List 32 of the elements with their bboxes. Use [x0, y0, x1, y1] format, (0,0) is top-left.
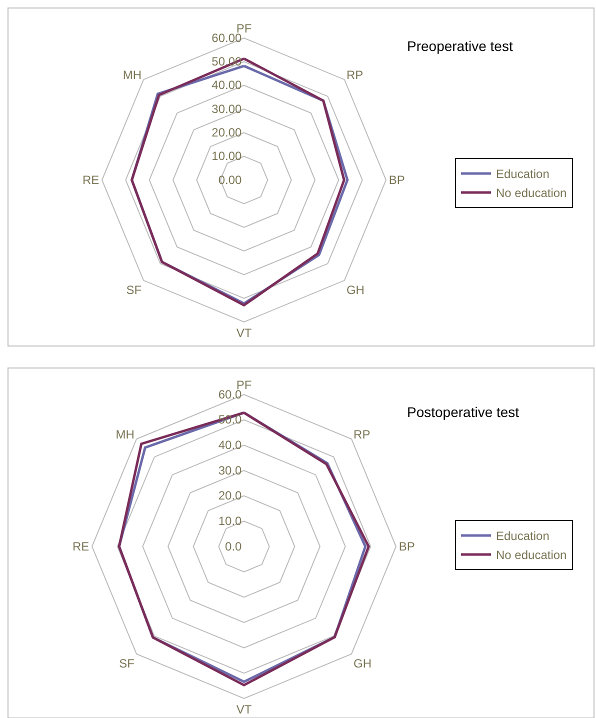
y-tick-label: 10.00 — [212, 149, 242, 164]
legend-label: No education — [496, 186, 567, 200]
spoke-label: RE — [72, 540, 90, 554]
y-tick-label: 40.00 — [212, 78, 242, 92]
spoke-label: SF — [119, 656, 134, 670]
y-tick-label: 10.0 — [218, 514, 242, 528]
spoke-label: VT — [236, 702, 252, 716]
y-tick-label: 30.00 — [212, 102, 242, 116]
spoke-label: GH — [354, 656, 372, 670]
y-tick-label: 20.00 — [212, 126, 242, 140]
y-tick-label: 20.0 — [218, 488, 242, 503]
text: Postoperative test — [407, 404, 520, 420]
spoke-label: MH — [122, 68, 142, 82]
spoke-label: GH — [346, 282, 364, 297]
text: Preoperative test — [407, 38, 513, 54]
y-tick-label: 60.0 — [218, 387, 242, 402]
y-tick-label: 0.00 — [218, 172, 242, 187]
y-tick-label: 0.0 — [225, 539, 242, 554]
spoke-label: RP — [354, 427, 370, 442]
legend-label: Education — [496, 529, 550, 544]
spoke-label: MH — [116, 427, 134, 442]
spoke-label: VT — [236, 326, 252, 340]
spoke-label: RP — [346, 68, 364, 82]
spoke-label: BP — [398, 540, 415, 554]
y-tick-label: 60.00 — [212, 30, 242, 45]
spoke-label: BP — [388, 173, 405, 188]
y-tick-label: 40.0 — [218, 438, 242, 452]
legend-label: Education — [496, 167, 550, 182]
y-tick-label: 30.0 — [218, 463, 242, 478]
spoke-label: SF — [126, 282, 142, 297]
spoke-label: RE — [82, 173, 100, 188]
legend-label: No education — [496, 548, 567, 562]
